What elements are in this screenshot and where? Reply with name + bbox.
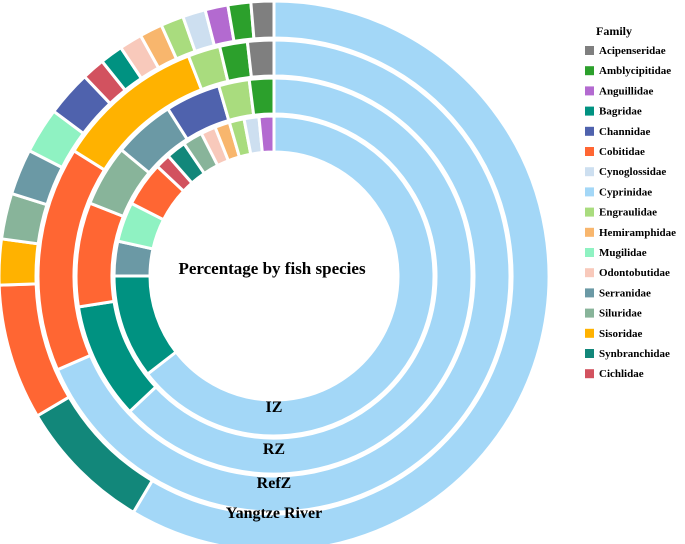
legend-swatch-sisoridae: [585, 328, 594, 338]
ring-label-yangtze-river: Yangtze River: [226, 505, 322, 522]
legend-swatch-cynoglossidae: [585, 167, 594, 177]
legend-swatch-synbranchidae: [585, 349, 594, 358]
ring-yangtze-river: [0, 0, 551, 544]
segment-refz-cyprinidae: [55, 38, 512, 514]
legend-label-channidae: Channidae: [599, 126, 650, 138]
legend-label-cichlidae: Cichlidae: [599, 368, 644, 380]
legend: Family Acipenseridae Amblycipitidae Anguil…: [585, 24, 676, 380]
legend-swatch-cobitidae: [585, 147, 594, 156]
legend-label-hemiramphidae: Hemiramphidae: [599, 227, 676, 239]
segment-iz-anguillidae: [257, 114, 276, 155]
legend-swatch-cyprinidae: [585, 187, 594, 197]
legend-swatch-amblycipitidae: [585, 66, 594, 76]
segment-rz-cyprinidae: [127, 76, 474, 476]
legend-swatch-engraulidae: [585, 207, 594, 217]
legend-title: Family: [596, 24, 632, 38]
donut-rings: [0, 0, 551, 544]
ring-label-refz: RefZ: [257, 475, 292, 492]
ring-refz: [36, 38, 512, 514]
legend-swatch-acipenseridae: [585, 46, 594, 55]
segment-yangtze-river-cyprinidae: [131, 0, 551, 544]
legend-swatch-hemiramphidae: [585, 227, 594, 237]
legend-swatch-channidae: [585, 126, 594, 136]
legend-label-engraulidae: Engraulidae: [599, 207, 657, 219]
legend-swatch-bagridae: [585, 106, 594, 116]
legend-label-acipenseridae: Acipenseridae: [599, 45, 666, 57]
legend-label-bagridae: Bagridae: [599, 106, 642, 118]
legend-swatch-mugilidae: [585, 248, 594, 257]
legend-label-synbranchidae: Synbranchidae: [599, 348, 670, 360]
legend-label-odontobutidae: Odontobutidae: [599, 267, 670, 279]
legend-label-sisoridae: Sisoridae: [599, 328, 643, 340]
legend-label-siluridae: Siluridae: [599, 308, 642, 320]
ring-rz: [74, 76, 474, 476]
segment-rz-amblycipitidae: [247, 76, 276, 117]
legend-label-serranidae: Serranidae: [599, 287, 651, 299]
legend-label-anguillidae: Anguillidae: [599, 85, 654, 97]
legend-label-amblycipitidae: Amblycipitidae: [599, 65, 671, 77]
legend-swatch-serranidae: [585, 288, 594, 298]
legend-label-cynoglossidae: Cynoglossidae: [599, 166, 666, 178]
legend-label-cyprinidae: Cyprinidae: [599, 186, 652, 198]
legend-label-cobitidae: Cobitidae: [599, 146, 645, 158]
ring-iz: [112, 114, 436, 438]
legend-swatch-odontobutidae: [585, 268, 594, 278]
legend-swatch-anguillidae: [585, 86, 594, 96]
segment-refz-acipenseridae: [245, 38, 276, 79]
legend-swatch-siluridae: [585, 308, 594, 318]
ring-labels: Yangtze River RefZ RZ IZ: [226, 399, 322, 522]
segment-yangtze-river-acipenseridae: [249, 0, 276, 41]
segment-yangtze-river-sisoridae: [0, 237, 40, 287]
legend-swatch-cichlidae: [585, 369, 594, 379]
chart-title: Percentage by fish species: [178, 259, 366, 278]
segment-iz-cyprinidae: [145, 114, 436, 438]
ring-label-iz: IZ: [266, 399, 283, 416]
ring-label-rz: RZ: [263, 441, 285, 458]
legend-label-mugilidae: Mugilidae: [599, 247, 647, 259]
